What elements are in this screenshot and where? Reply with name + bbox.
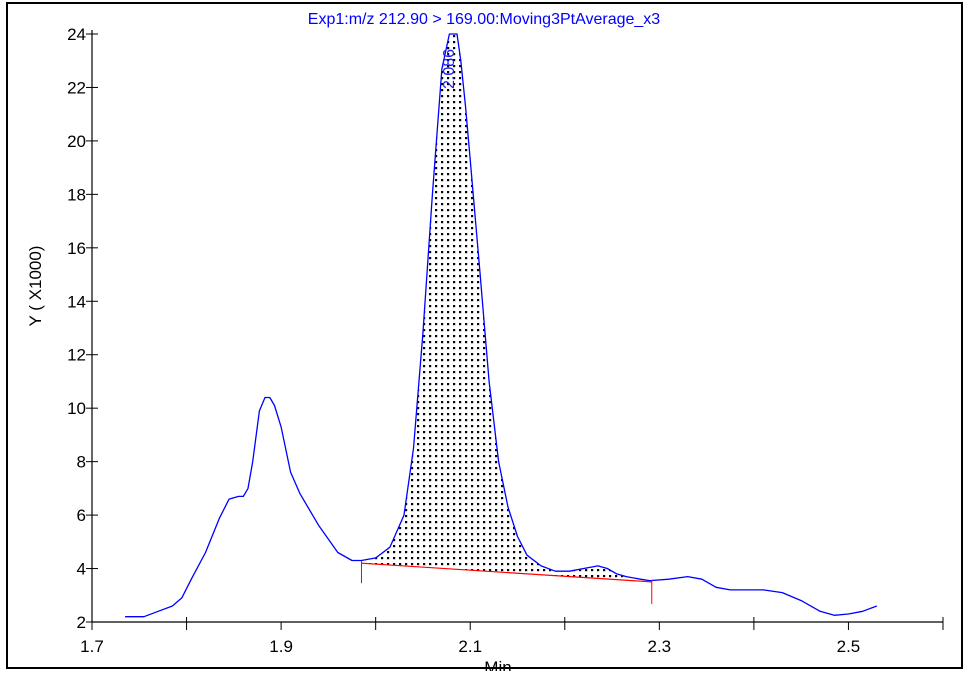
y-tick-label: 20 <box>67 132 86 151</box>
y-tick-label: 16 <box>67 239 86 258</box>
y-tick-label: 8 <box>77 453 86 472</box>
x-tick-label: 2.5 <box>837 637 861 656</box>
x-tick-label: 1.7 <box>80 637 104 656</box>
y-tick-label: 2 <box>77 613 86 632</box>
x-axis-title: Min <box>484 658 511 671</box>
y-tick-label: 22 <box>67 78 86 97</box>
y-tick-label: 24 <box>67 25 86 44</box>
x-tick-label: 1.9 <box>269 637 293 656</box>
peak-area-fill <box>361 34 652 582</box>
series-line <box>125 33 878 618</box>
peak-label: 2.086 <box>441 49 458 89</box>
y-tick-label: 14 <box>67 292 86 311</box>
x-tick-label: 2.1 <box>458 637 482 656</box>
plot-area: 2.086 <box>125 33 878 618</box>
chart-title: Exp1:m/z 212.90 > 169.00:Moving3PtAverag… <box>308 11 660 28</box>
y-tick-label: 4 <box>77 560 86 579</box>
y-axis-title: Y ( X1000) <box>26 246 45 327</box>
y-tick-label: 18 <box>67 185 86 204</box>
chart-frame: Exp1:m/z 212.90 > 169.00:Moving3PtAverag… <box>6 2 963 671</box>
peak-baseline <box>361 562 652 583</box>
x-tick-label: 2.3 <box>648 637 672 656</box>
y-tick-label: 12 <box>67 346 86 365</box>
chromatogram-chart: Exp1:m/z 212.90 > 169.00:Moving3PtAverag… <box>26 11 944 671</box>
y-tick-label: 10 <box>67 399 86 418</box>
y-tick-label: 6 <box>77 506 86 525</box>
